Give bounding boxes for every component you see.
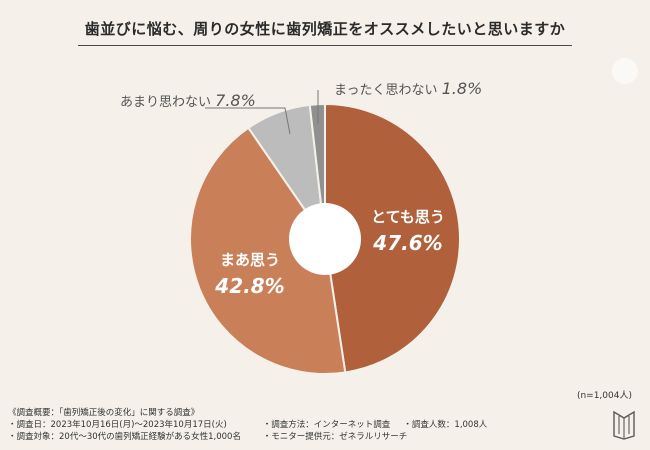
- survey-target: ・調査対象：20代〜30代の歯列矯正経験がある女性1,000名: [8, 432, 241, 442]
- slice-label-1: とても思う: [371, 208, 445, 226]
- pie-slice-2: [189, 126, 347, 375]
- chart-title: 歯並びに悩む、周りの女性に歯列矯正をオススメしたいと思いますか: [84, 20, 566, 38]
- survey-provider: ・モニター提供元：ゼネラルリサーチ: [262, 432, 408, 442]
- slice-text-3: あまり思わない 7.8%: [120, 91, 256, 110]
- leader-line-3: [205, 107, 291, 135]
- slice-label-4: まったく思わない: [334, 83, 442, 98]
- survey-date: ・調査日：2023年10月16日(月)〜2023年10月17日(火): [8, 420, 227, 430]
- brand-logo-icon: [613, 410, 635, 440]
- slice-label-2: まあ思う: [220, 251, 280, 269]
- slice-value-1: 47.6%: [372, 231, 442, 255]
- slice-text-4: まったく思わない 1.8%: [334, 79, 482, 98]
- slice-value-4: 1.8%: [442, 79, 483, 98]
- sample-size-note: (n=1,004人): [576, 391, 632, 401]
- pie-slice-1: [324, 102, 461, 374]
- survey-count: ・調査人数：1,008人: [403, 420, 488, 430]
- survey-heading: 《調査概要：「歯列矯正後の変化」に関する調査》: [8, 408, 200, 418]
- survey-overview: 《調査概要：「歯列矯正後の変化」に関する調査》 ・調査日：2023年10月16日…: [8, 407, 487, 443]
- slice-value-3: 7.8%: [215, 91, 256, 110]
- slice-value-2: 42.8%: [214, 274, 284, 298]
- title-divider: [78, 45, 572, 46]
- slice-label-3: あまり思わない: [120, 95, 215, 110]
- survey-method: ・調査方法：インターネット調査: [262, 420, 391, 430]
- decorative-circle: [612, 58, 638, 84]
- donut-hole: [289, 203, 361, 275]
